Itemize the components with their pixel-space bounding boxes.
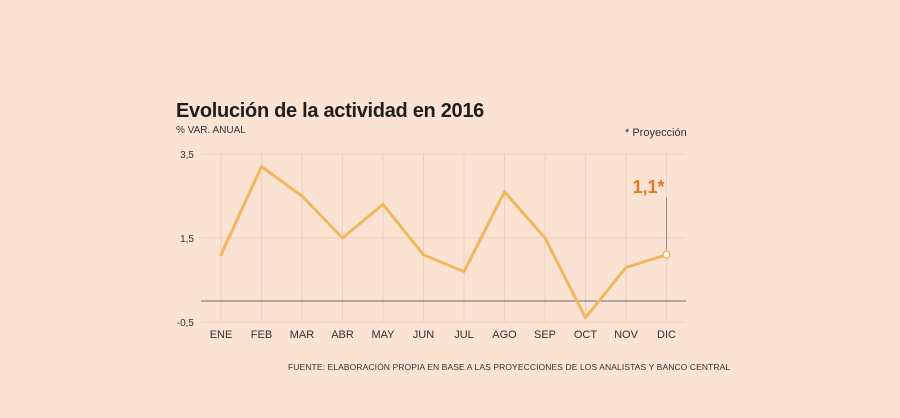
chart-title: Evolución de la actividad en 2016 xyxy=(176,100,485,122)
callout-label: 1,1* xyxy=(632,177,664,197)
y-tick-label: -0,5 xyxy=(177,318,195,329)
x-tick-label: ENE xyxy=(210,329,233,341)
x-tick-label: MAR xyxy=(290,329,315,341)
x-tick-label: AGO xyxy=(492,329,517,341)
x-tick-label: JUL xyxy=(454,329,474,341)
grid-lines xyxy=(201,153,686,323)
series-line xyxy=(219,165,668,320)
source-note: FUENTE: ELABORACIÓN PROPIA EN BASE A LAS… xyxy=(288,362,731,372)
y-axis-label: % VAR. ANUAL xyxy=(176,125,246,136)
x-tick-label: FEB xyxy=(251,329,272,341)
callout-point xyxy=(662,250,671,260)
x-tick-label: ABR xyxy=(331,329,354,341)
x-tick-label: MAY xyxy=(371,329,395,341)
x-axis-ticks: ENE FEB MAR ABR MAY JUN JUL AGO SEP OCT NOV DIC xyxy=(210,329,676,341)
y-tick-label: 3,5 xyxy=(180,150,194,161)
x-tick-label: OCT xyxy=(574,329,598,341)
y-tick-label: 1,5 xyxy=(180,234,194,245)
x-tick-label: DIC xyxy=(657,329,676,341)
x-tick-label: SEP xyxy=(534,329,556,341)
x-tick-label: NOV xyxy=(614,329,639,341)
y-axis-ticks: 3,5 1,5 -0,5 xyxy=(177,150,195,329)
projection-note: * Proyección xyxy=(625,127,687,139)
x-tick-label: JUN xyxy=(413,329,434,341)
